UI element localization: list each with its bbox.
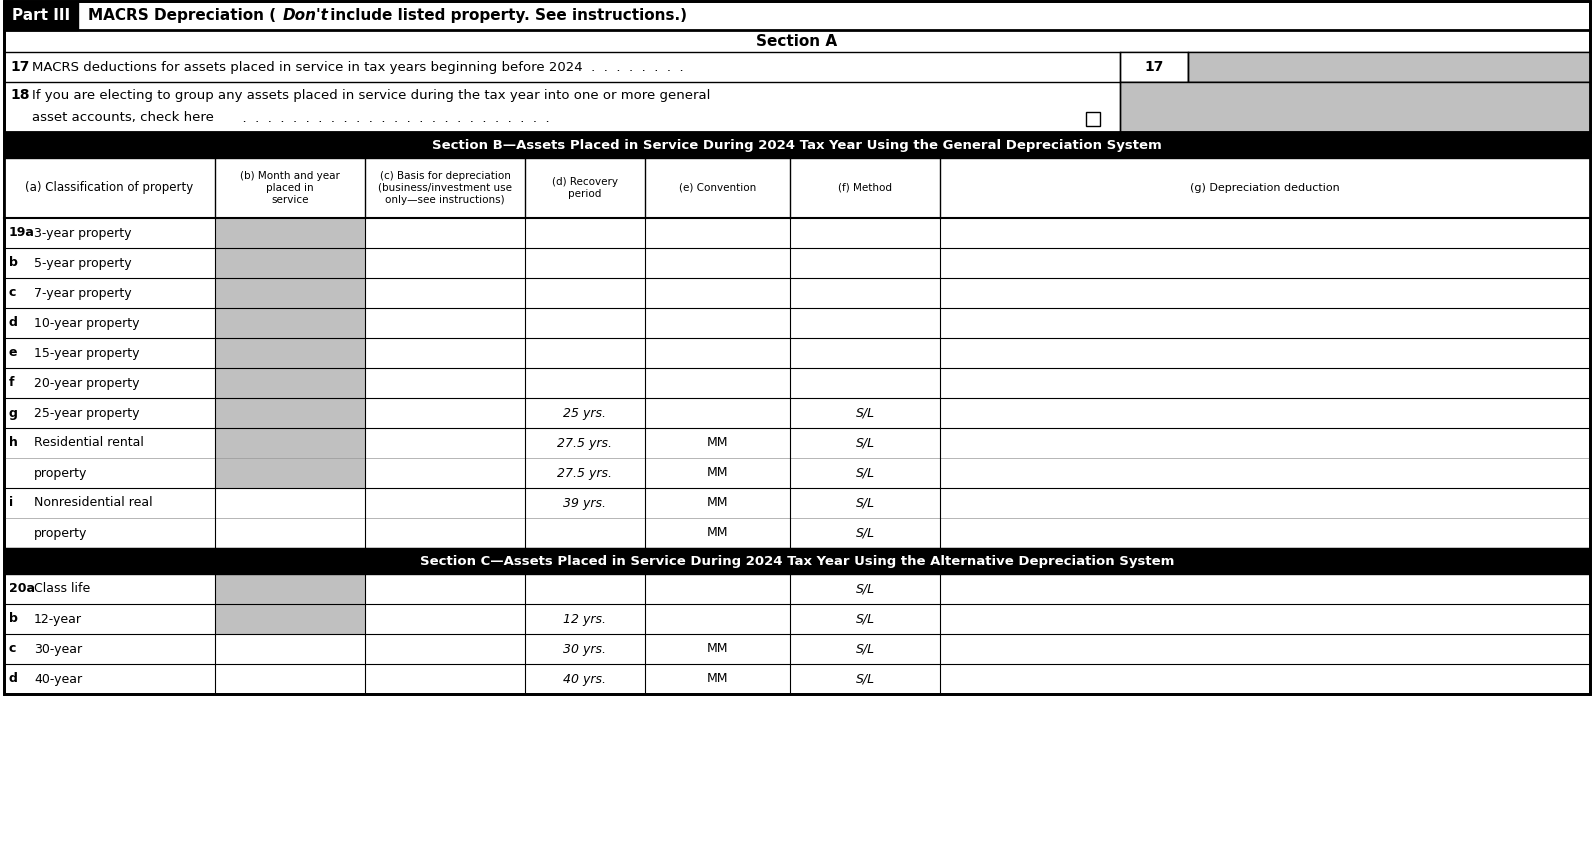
Text: 27.5 yrs.: 27.5 yrs. [558,437,612,449]
Bar [215,368,365,398]
Text: 40 yrs.: 40 yrs. [564,672,606,685]
Text: Section B—Assets Placed in Service During 2024 Tax Year Using the General Deprec: Section B—Assets Placed in Service Durin… [432,138,1162,152]
Text: 27.5 yrs.: 27.5 yrs. [558,466,612,479]
Text: 18: 18 [10,88,30,102]
Text: MM: MM [706,437,728,449]
Text: 19a: 19a [10,226,35,239]
Text: g: g [10,406,18,420]
Text: S/L: S/L [856,466,875,479]
Text: include listed property. See instructions.): include listed property. See instruction… [325,8,687,23]
Text: S/L: S/L [856,437,875,449]
Text: Part III: Part III [11,8,70,23]
Text: S/L: S/L [856,527,875,539]
Text: 39 yrs.: 39 yrs. [564,496,606,510]
Text: (f) Method: (f) Method [838,183,893,193]
Text: c: c [10,643,16,656]
Text: f: f [10,377,14,389]
Bar [215,218,365,248]
Text: MACRS deductions for assets placed in service in tax years beginning before 2024: MACRS deductions for assets placed in se… [32,60,684,74]
Text: 17: 17 [10,60,29,74]
Bar [215,248,365,278]
Text: 15-year property: 15-year property [33,347,140,360]
Text: S/L: S/L [856,406,875,420]
Text: (g) Depreciation deduction: (g) Depreciation deduction [1191,183,1341,193]
Text: Residential rental: Residential rental [33,437,143,449]
Bar [215,338,365,368]
Text: 25 yrs.: 25 yrs. [564,406,606,420]
Text: MACRS Depreciation (: MACRS Depreciation ( [88,8,276,23]
Text: Section C—Assets Placed in Service During 2024 Tax Year Using the Alternative De: Section C—Assets Placed in Service Durin… [419,555,1175,567]
Bar [5,132,1589,158]
Text: S/L: S/L [856,496,875,510]
Bar [1121,52,1188,82]
Text: b: b [10,256,18,270]
Text: e: e [10,347,18,360]
Text: d: d [10,672,18,685]
Text: c: c [10,287,16,299]
Bar [5,1,1589,694]
Text: 12-year: 12-year [33,612,81,626]
Bar [215,278,365,308]
Text: S/L: S/L [856,612,875,626]
Text: 40-year: 40-year [33,672,83,685]
Text: S/L: S/L [856,672,875,685]
Text: b: b [10,612,18,626]
Text: 20-year property: 20-year property [33,377,140,389]
Text: 25-year property: 25-year property [33,406,140,420]
Text: Class life: Class life [33,583,91,595]
Text: S/L: S/L [856,583,875,595]
Text: (c) Basis for depreciation
(business/investment use
only—see instructions): (c) Basis for depreciation (business/inv… [378,171,512,205]
Bar [215,398,365,428]
Text: MM: MM [706,643,728,656]
Text: Don't: Don't [284,8,328,23]
Text: (b) Month and year
placed in
service: (b) Month and year placed in service [241,171,340,205]
Text: 20a: 20a [10,583,35,595]
Text: 7-year property: 7-year property [33,287,132,299]
Bar [1188,52,1589,82]
Text: 30-year: 30-year [33,643,83,656]
Text: (a) Classification of property: (a) Classification of property [26,181,193,194]
Bar [5,158,1589,218]
Text: S/L: S/L [856,643,875,656]
Text: (d) Recovery
period: (d) Recovery period [552,177,618,199]
Text: i: i [10,496,13,510]
Text: 3-year property: 3-year property [33,226,131,239]
Bar [215,604,365,634]
Text: If you are electing to group any assets placed in service during the tax year in: If you are electing to group any assets … [32,88,711,102]
Text: 5-year property: 5-year property [33,256,132,270]
Text: d: d [10,316,18,330]
Text: property: property [33,527,88,539]
Bar [215,308,365,338]
Text: MM: MM [706,672,728,685]
Text: h: h [10,437,18,449]
Bar [1086,112,1100,126]
Bar [5,1,1589,694]
Text: Nonresidential real: Nonresidential real [33,496,153,510]
Bar [5,1,78,30]
Text: .  .  .  .  .  .  .  .  .  .  .  .  .  .  .  .  .  .  .  .  .  .  .  .  .: . . . . . . . . . . . . . . . . . . . . … [234,111,550,125]
Text: (e) Convention: (e) Convention [679,183,756,193]
Bar [215,428,365,488]
Text: 10-year property: 10-year property [33,316,140,330]
Text: 30 yrs.: 30 yrs. [564,643,606,656]
Text: MM: MM [706,496,728,510]
Bar [5,548,1589,574]
Text: 17: 17 [1144,60,1164,74]
Text: 12 yrs.: 12 yrs. [564,612,606,626]
Bar [1121,82,1589,132]
Bar [215,574,365,604]
Text: MM: MM [706,527,728,539]
Text: asset accounts, check here: asset accounts, check here [32,111,214,125]
Text: Section A: Section A [757,34,837,48]
Text: MM: MM [706,466,728,479]
Text: property: property [33,466,88,479]
